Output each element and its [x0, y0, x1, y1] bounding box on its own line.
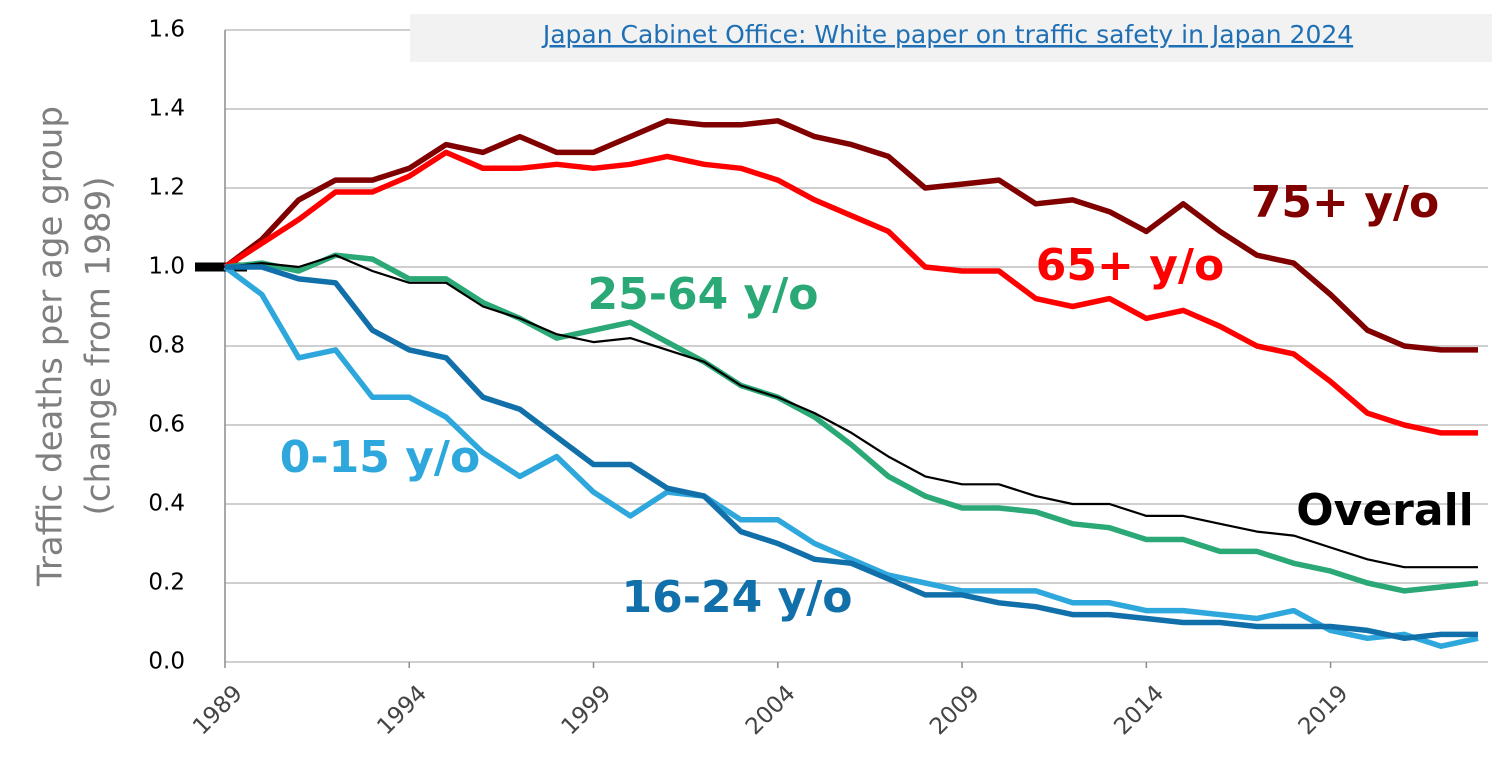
series-line	[224, 254, 1478, 569]
y-tick-label: 0.2	[148, 570, 185, 596]
source-box	[410, 14, 1492, 62]
series-label: 0-15 y/o	[280, 432, 480, 483]
y-tick-label: 1.4	[148, 96, 185, 122]
series-line	[223, 149, 1478, 436]
x-tick-label: 1994	[372, 680, 432, 740]
y-tick-label: 0.6	[148, 412, 185, 438]
x-tick-label: 2009	[925, 680, 985, 740]
series-label: 16-24 y/o	[621, 572, 852, 623]
series-line	[223, 264, 1479, 649]
source-link[interactable]: Japan Cabinet Office: White paper on tra…	[541, 20, 1353, 49]
series-label: Overall	[1296, 485, 1473, 536]
series-label: 25-64 y/o	[587, 269, 818, 320]
x-tick-label: 1989	[188, 680, 248, 740]
y-tick-label: 0.4	[148, 491, 185, 517]
y-tick-label: 1.2	[148, 175, 185, 201]
x-tick-label: 2014	[1109, 680, 1169, 740]
x-tick-label: 1999	[557, 680, 617, 740]
source-text[interactable]: Japan Cabinet Office: White paper on tra…	[541, 20, 1353, 49]
x-tick-label: 2019	[1294, 680, 1354, 740]
x-tick-label: 2004	[741, 680, 801, 740]
y-axis-label: (change from 1989)	[79, 177, 119, 516]
y-tick-label: 1.0	[148, 254, 185, 280]
y-tick-label: 1.6	[148, 17, 185, 43]
y-axis-label: Traffic deaths per age group	[31, 106, 71, 587]
series-label: 75+ y/o	[1251, 177, 1439, 228]
series-line	[225, 264, 1478, 642]
series-label: 65+ y/o	[1036, 240, 1224, 291]
y-tick-label: 0.0	[148, 649, 185, 675]
series-line	[223, 118, 1478, 353]
series-line	[224, 252, 1479, 594]
y-tick-label: 0.8	[148, 333, 185, 359]
